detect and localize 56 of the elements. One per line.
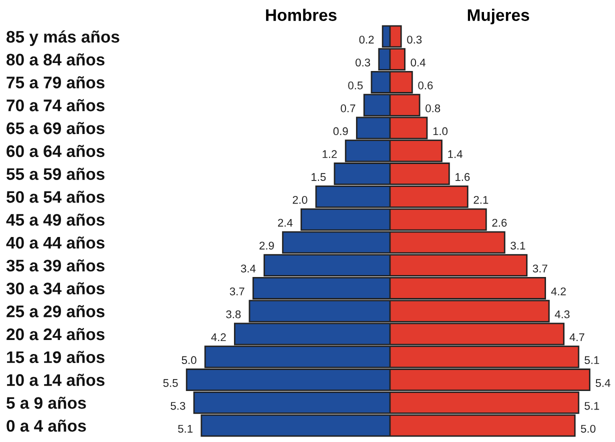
- data-label: 4.7: [570, 333, 584, 342]
- data-label: 0.7: [340, 104, 356, 112]
- y-tick-label: 25 a 29 años: [6, 305, 104, 318]
- data-label: 2.0: [292, 196, 308, 204]
- y-tick-label: 60 a 64 años: [6, 144, 104, 158]
- data-label: 0.5: [348, 82, 363, 90]
- data-label: 4.3: [554, 310, 570, 318]
- y-tick-label: 40 a 44 años: [6, 236, 104, 249]
- data-label: 5.0: [580, 424, 596, 433]
- chart-title: Mujeres: [468, 8, 530, 24]
- y-tick-label: 0 a 4 años: [6, 420, 86, 432]
- data-label: 3.7: [230, 288, 244, 296]
- data-label: 5.1: [178, 424, 193, 433]
- y-tick-label: 5 a 9 años: [6, 396, 86, 409]
- y-tick-label: 55 a 59 años: [6, 168, 104, 180]
- data-label: 0.9: [333, 127, 348, 136]
- data-label: 4.2: [551, 288, 566, 296]
- data-label: 3.8: [226, 310, 241, 318]
- data-label: 0.4: [410, 58, 426, 66]
- data-label: 1.0: [433, 127, 448, 136]
- y-tick-label: 65 a 69 años: [6, 122, 104, 134]
- y-tick-label: 20 a 24 años: [6, 328, 104, 340]
- y-tick-label: 15 a 19 años: [7, 350, 104, 364]
- data-label: 4.2: [211, 333, 226, 342]
- data-label: 3.7: [532, 264, 548, 272]
- y-tick-label: 10 a 14 años: [7, 374, 104, 386]
- data-label: 0.8: [426, 104, 440, 112]
- data-label: 3.4: [240, 264, 256, 272]
- data-label: 5.4: [596, 379, 610, 387]
- data-label: 5.5: [163, 379, 178, 387]
- data-label: 1.2: [322, 150, 337, 158]
- data-label: 5.3: [170, 402, 186, 410]
- data-label: 3.1: [510, 242, 526, 250]
- y-tick-label: 45 a 49 años: [6, 214, 104, 226]
- chart-title: Hombres: [266, 8, 337, 21]
- data-label: 0.6: [418, 82, 433, 90]
- y-tick-label: 50 a 54 años: [6, 190, 104, 203]
- data-label: 5.1: [584, 402, 600, 410]
- data-label: 0.3: [407, 36, 422, 44]
- data-label: 5.1: [584, 356, 600, 364]
- data-label: 2.1: [474, 196, 488, 204]
- y-tick-label: 85 y más años: [6, 30, 120, 46]
- data-label: 0.2: [359, 36, 374, 44]
- y-tick-label: 70 a 74 años: [6, 99, 104, 112]
- data-label: 2.6: [492, 218, 507, 227]
- data-label: 5.0: [182, 356, 196, 364]
- y-tick-label: 35 a 39 años: [6, 259, 104, 272]
- y-tick-label: 80 a 84 años: [6, 53, 104, 66]
- data-label: 1.4: [448, 150, 462, 158]
- data-label: 1.5: [312, 173, 326, 181]
- data-label: 2.9: [260, 242, 274, 250]
- y-tick-label: 75 a 79 años: [6, 76, 104, 88]
- data-label: 1.6: [456, 173, 470, 181]
- data-label: 2.4: [278, 218, 293, 227]
- y-tick-label: 30 a 34 años: [6, 282, 104, 294]
- data-label: 0.3: [356, 58, 370, 66]
